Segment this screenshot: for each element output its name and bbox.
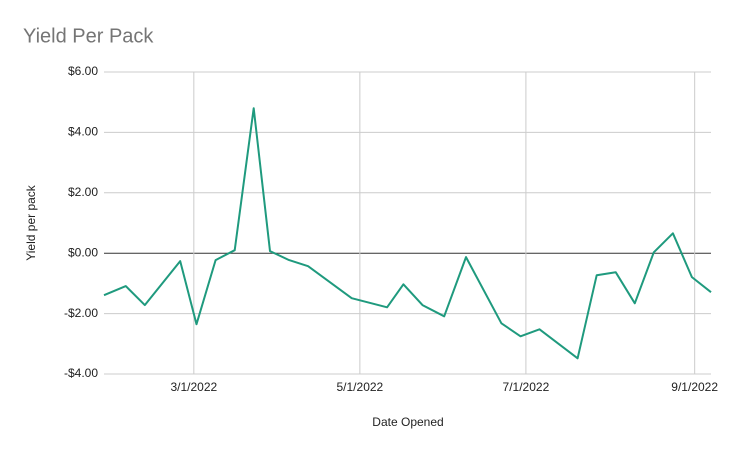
x-tick-label: 3/1/2022 [170,380,217,394]
y-tick-label: $4.00 [68,125,98,139]
chart-title: Yield Per Pack [23,25,154,47]
y-axis-label: Yield per pack [24,184,38,261]
x-tick-label: 7/1/2022 [503,380,550,394]
line-series [103,107,712,360]
x-tick-label: 5/1/2022 [337,380,384,394]
y-tick-label: -$4.00 [64,366,98,380]
y-tick-label: $0.00 [68,245,98,259]
y-tick-label: -$2.00 [64,306,98,320]
x-axis-label: Date Opened [372,415,443,429]
y-tick-label: $6.00 [68,64,98,78]
y-tick-label: $2.00 [68,185,98,199]
x-tick-label: 9/1/2022 [671,380,718,394]
